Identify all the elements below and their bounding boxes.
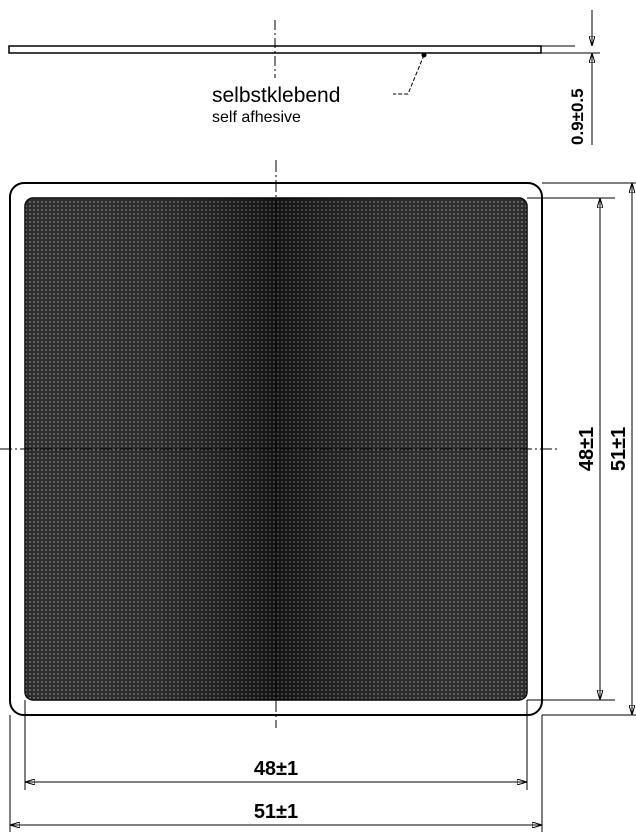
inner-height-dimension-label: 48±1 [576,427,598,471]
outer-width-dimension-label: 51±1 [254,801,298,823]
thickness-dimension-label: 0.9±0.5 [568,88,587,145]
side-view: selbstklebend self afhesive 0.9±0.5 [8,10,600,145]
inner-width-dimension-label: 48±1 [254,758,298,780]
front-view: 48±1 51±1 48±1 51±1 [0,160,636,832]
outer-height-dimension-label: 51±1 [608,427,630,471]
adhesive-label-de: selbstklebend [212,84,340,107]
adhesive-label-en: self afhesive [212,109,301,126]
adhesive-leader-line [393,54,425,95]
